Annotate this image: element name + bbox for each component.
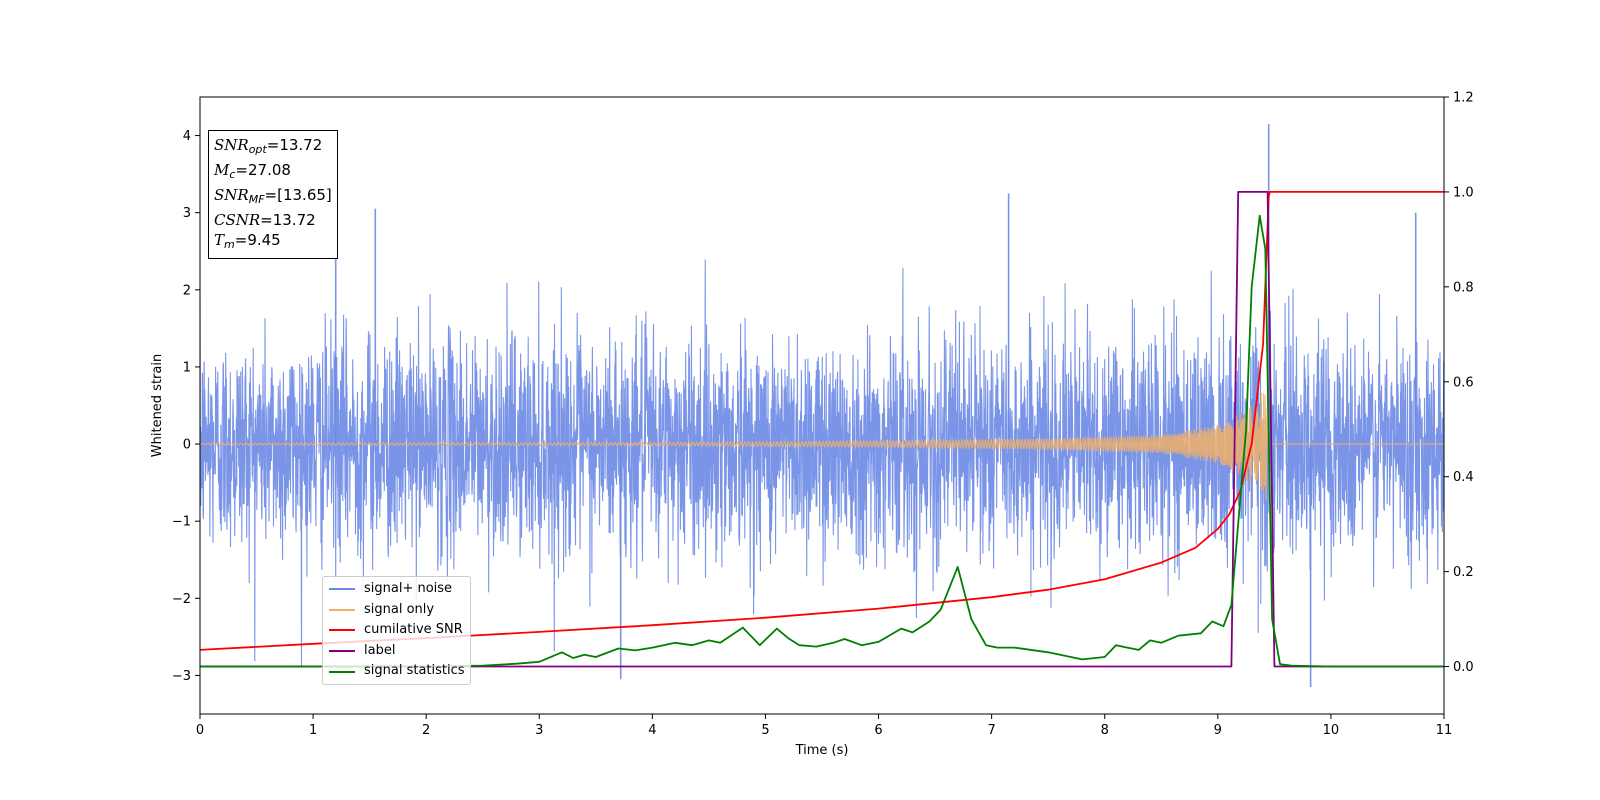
x-tick-label: 10 bbox=[1323, 723, 1340, 738]
y-right-tick-label: 1.0 bbox=[1453, 185, 1474, 200]
tm-annotation: Tm=9.45 bbox=[214, 231, 281, 251]
x-axis-label: Time (s) bbox=[795, 743, 849, 758]
y-right-tick-label: 0.2 bbox=[1453, 565, 1474, 580]
y-left-tick-label: 0 bbox=[183, 438, 191, 453]
y-right-tick-label: 0.6 bbox=[1453, 375, 1474, 390]
x-tick-label: 1 bbox=[309, 723, 317, 738]
snr-opt-value: 13.72 bbox=[279, 136, 323, 154]
legend-label: signal+ noise bbox=[364, 581, 453, 596]
y-left-tick-label: −1 bbox=[172, 515, 191, 530]
y-left-tick-label: −3 bbox=[172, 669, 191, 684]
series-signal-statistics-line bbox=[200, 214, 1444, 668]
legend-entry: cumilative SNR bbox=[329, 620, 465, 641]
legend-label: cumilative SNR bbox=[364, 622, 463, 638]
axes-frame bbox=[199, 96, 1445, 715]
csnr-annotation: CSNR=13.72 bbox=[214, 211, 316, 229]
snr-opt-annotation: SNRopt=13.72 bbox=[214, 136, 323, 156]
x-tick-label: 7 bbox=[987, 723, 995, 738]
series-cumulative-snr-line bbox=[199, 191, 1444, 651]
series-signal-only-line bbox=[199, 392, 1444, 501]
legend-label: signal statistics bbox=[364, 663, 465, 679]
x-tick-label: 6 bbox=[874, 723, 882, 738]
legend-swatch bbox=[329, 670, 355, 673]
snr-mf-annotation: SNRMF=[13.65] bbox=[214, 186, 332, 206]
x-tick-label: 8 bbox=[1101, 723, 1109, 738]
x-tick-label: 9 bbox=[1214, 723, 1222, 738]
legend-entry: signal only bbox=[329, 600, 465, 621]
y-right-tick-label: 0.4 bbox=[1453, 470, 1474, 485]
legend-entry: signal+ noise bbox=[329, 579, 465, 600]
x-tick-label: 2 bbox=[422, 723, 430, 738]
x-tick-label: 11 bbox=[1436, 723, 1453, 738]
legend-label: label bbox=[364, 642, 396, 658]
legend-swatch bbox=[329, 650, 355, 653]
mc-annotation: Mc=27.08 bbox=[214, 161, 291, 181]
annotation-box: SNRopt=13.72 Mc=27.08 SNRMF=[13.65] CSNR… bbox=[208, 130, 338, 259]
x-tick-label: 4 bbox=[648, 723, 656, 738]
x-tick-label: 5 bbox=[761, 723, 769, 738]
y-left-tick-label: 3 bbox=[183, 206, 191, 221]
legend-swatch bbox=[329, 608, 355, 611]
legend-entry: signal statistics bbox=[329, 661, 465, 682]
axes: 0 1 2 3 4 5 6 7 8 9 10 11 −3 −2 −1 0 1 2 3 4 0.0 0.2 0.4 0.6 0.8… bbox=[150, 91, 1474, 759]
snr-mf-value: [13.65] bbox=[277, 186, 332, 204]
tm-value: 9.45 bbox=[247, 231, 281, 249]
legend-label: signal only bbox=[364, 601, 435, 617]
legend: signal+ noise signal only cumilative SNR… bbox=[322, 576, 471, 685]
x-tick-label: 3 bbox=[535, 723, 543, 738]
y-left-tick-label: 2 bbox=[183, 283, 191, 298]
y-left-tick-label: 1 bbox=[183, 360, 191, 375]
y-right-tick-label: 0.0 bbox=[1453, 660, 1474, 675]
y-axis-label: Whitened strain bbox=[150, 354, 165, 457]
legend-swatch bbox=[329, 588, 355, 591]
x-tick-label: 0 bbox=[196, 723, 204, 738]
mc-value: 27.08 bbox=[248, 161, 291, 179]
y-right-tick-label: 1.2 bbox=[1453, 91, 1474, 106]
legend-entry: label bbox=[329, 641, 465, 662]
y-left-tick-label: −2 bbox=[172, 592, 191, 607]
legend-swatch bbox=[329, 629, 355, 632]
y-left-tick-label: 4 bbox=[183, 129, 191, 144]
y-right-tick-label: 0.8 bbox=[1453, 280, 1474, 295]
plot-area bbox=[199, 124, 1445, 687]
csnr-value: 13.72 bbox=[272, 211, 316, 229]
